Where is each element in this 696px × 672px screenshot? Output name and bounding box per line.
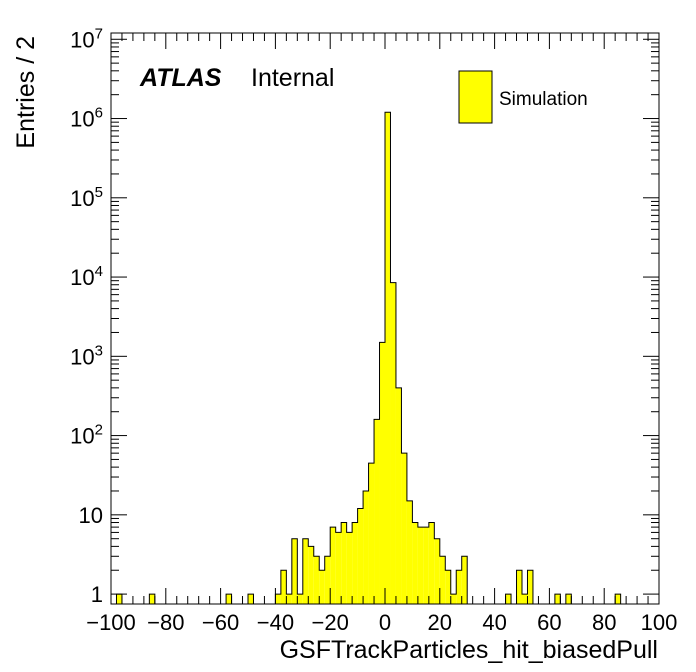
histogram-bar <box>417 527 424 604</box>
internal-label: Internal <box>251 64 334 92</box>
histogram-bar <box>461 556 468 604</box>
histogram-bar <box>363 490 369 604</box>
histogram-bar <box>116 594 122 604</box>
histogram-bar <box>341 522 347 604</box>
histogram-bar <box>390 282 396 604</box>
y-tick-label: 106 <box>70 105 103 132</box>
histogram-bar <box>319 570 325 604</box>
x-tick-label: 40 <box>482 610 506 635</box>
histogram-bar <box>401 453 407 604</box>
histogram-bar <box>275 594 281 604</box>
histogram-bar <box>149 594 155 604</box>
histogram-bar <box>352 522 358 604</box>
histogram-bar <box>412 522 418 604</box>
histogram-bar <box>248 594 254 604</box>
y-tick-label: 10 <box>79 503 103 528</box>
axis-ticks <box>110 33 660 604</box>
histogram-bar <box>522 594 528 604</box>
histogram-bar <box>428 522 435 604</box>
histogram-bar <box>308 546 314 604</box>
histogram-bar <box>335 532 342 604</box>
x-tick-label: −40 <box>257 610 294 635</box>
y-tick-label: 102 <box>70 422 103 449</box>
histogram-bar <box>565 594 572 604</box>
histogram-bar <box>406 500 413 604</box>
histogram-bar <box>324 556 331 604</box>
histogram-bar <box>505 594 512 604</box>
histogram-bar <box>346 532 353 604</box>
histogram-bar <box>302 538 309 604</box>
x-tick-label: 60 <box>537 610 561 635</box>
histogram-bar <box>368 463 375 604</box>
histogram-bar <box>516 570 522 604</box>
histogram-bar <box>286 594 292 604</box>
y-axis-title: Entries / 2 <box>12 36 40 149</box>
histogram-bar <box>456 570 462 604</box>
atlas-label: ATLAS <box>139 64 222 92</box>
x-tick-label: 80 <box>592 610 616 635</box>
y-tick-label: 103 <box>70 342 103 369</box>
histogram-bar <box>297 594 303 604</box>
histogram-bar <box>385 112 391 605</box>
x-tick-label: 100 <box>641 610 678 635</box>
histogram-bar <box>395 387 402 604</box>
histogram-bar <box>439 556 446 604</box>
histogram-bar <box>226 594 232 604</box>
x-tick-label: −20 <box>312 610 349 635</box>
histogram-bar <box>280 570 287 604</box>
x-axis-title: GSFTrackParticles_hit_biasedPull <box>280 636 658 664</box>
legend-swatch <box>458 70 493 124</box>
histogram-bar <box>357 508 364 604</box>
y-tick-label: 104 <box>70 263 103 290</box>
histogram-bar <box>527 570 533 604</box>
histogram-bar <box>291 538 298 604</box>
y-tick-label: 107 <box>70 25 103 52</box>
histogram-bar <box>434 538 440 604</box>
histogram-bar <box>554 594 561 604</box>
histogram-bar <box>615 594 621 604</box>
x-tick-labels: −100 −80 −60 −40 −20 0 20 40 60 80 100 <box>86 610 677 635</box>
histogram-bar <box>330 527 336 604</box>
y-tick-labels: 1 10 102 103 104 105 106 107 <box>70 25 103 607</box>
histogram-bar <box>313 556 320 604</box>
x-tick-label: 0 <box>379 610 391 635</box>
histogram-bar <box>423 527 429 604</box>
histogram-bar <box>445 570 451 604</box>
y-tick-label: 1 <box>91 582 103 607</box>
x-tick-label: −60 <box>202 610 239 635</box>
histogram-bar <box>374 419 380 604</box>
x-tick-label: −100 <box>86 610 136 635</box>
legend-label: Simulation <box>499 89 588 110</box>
y-tick-label: 105 <box>70 184 103 211</box>
x-tick-label: −80 <box>147 610 184 635</box>
histogram-bar <box>379 342 385 604</box>
histogram-bar <box>450 594 457 604</box>
plot-frame <box>110 32 660 605</box>
histogram-bars <box>115 111 622 605</box>
x-tick-label: 20 <box>428 610 452 635</box>
